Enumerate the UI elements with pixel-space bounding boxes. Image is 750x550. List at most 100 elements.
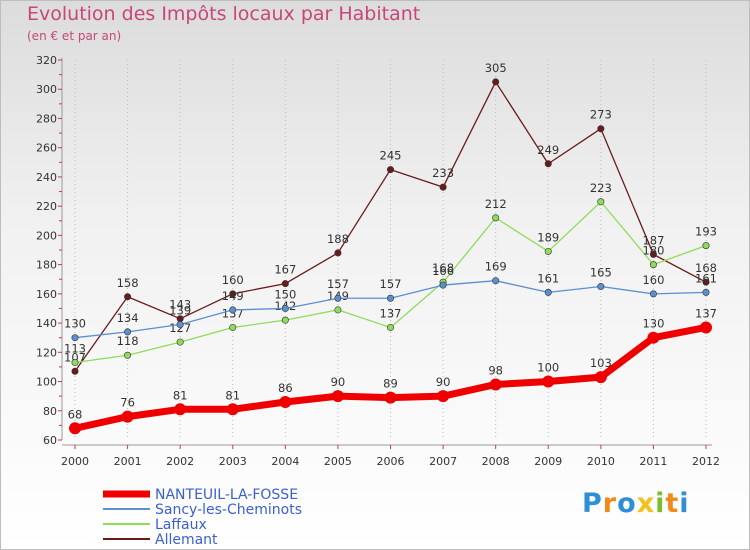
data-label: 90 [331,375,346,389]
x-tick-label: 2009 [534,455,562,468]
x-tick-label: 2008 [482,455,510,468]
data-point [700,321,712,334]
data-point [542,375,555,388]
data-label: 118 [117,334,139,348]
x-tick-label: 2007 [429,455,457,468]
data-point [594,371,607,384]
data-label: 150 [274,287,296,301]
data-point [439,281,447,289]
data-point [386,166,394,174]
x-tick-label: 2001 [114,455,142,468]
x-tick-label: 2012 [692,455,720,468]
data-point [647,331,660,344]
y-tick-label: 260 [36,142,57,155]
y-tick-label: 300 [36,83,57,96]
data-label: 160 [222,273,244,287]
legend-label: Laffaux [155,517,207,533]
data-point [702,288,710,296]
data-point [229,290,237,298]
y-tick-label: 240 [36,171,57,184]
x-tick-label: 2010 [587,455,615,468]
data-point [649,290,657,298]
data-label: 180 [642,244,664,258]
y-tick-label: 200 [36,229,57,242]
y-tick-label: 220 [36,200,57,213]
x-tick-label: 2006 [377,455,405,468]
data-point [279,396,292,408]
data-point [69,422,81,435]
data-label: 212 [485,197,507,211]
data-label: 100 [537,361,559,375]
y-tick-label: 120 [36,346,57,359]
data-label: 134 [117,311,139,325]
logo-letter: x [636,488,656,519]
data-point [229,306,237,314]
y-tick-label: 180 [36,259,57,272]
data-label: 89 [383,377,398,391]
data-label: 161 [695,271,717,285]
chart-title: Evolution des Impôts locaux par Habitant [27,3,421,25]
y-tick-label: 140 [36,317,57,330]
data-point [229,323,237,331]
chart-subtitle: (en € et par an) [27,29,122,43]
data-label: 137 [380,306,402,320]
data-point [71,359,79,367]
data-label: 169 [485,260,507,274]
data-label: 103 [590,356,612,370]
data-point [226,403,239,416]
data-point [437,390,450,403]
x-tick-label: 2004 [271,455,299,468]
data-point [124,328,132,336]
data-label: 76 [120,396,135,410]
x-tick-label: 2005 [324,455,352,468]
y-tick-label: 60 [43,434,57,447]
data-point [489,378,502,391]
logo-letter: o [617,488,637,519]
data-label: 107 [64,350,86,364]
data-label: 81 [173,388,188,402]
data-point [544,160,552,168]
logo-letter: t [665,488,680,519]
data-point [544,247,552,255]
logo-letter: P [582,488,603,519]
data-label: 113 [64,342,86,356]
data-label: 139 [169,304,191,318]
data-point [384,391,397,404]
data-point [281,280,289,288]
data-label: 245 [380,149,402,163]
data-label: 168 [432,261,454,275]
data-point [331,390,344,403]
legend-label: Sancy-les-Cheminots [155,502,302,518]
x-tick-label: 2011 [639,455,667,468]
logo-letter: r [602,488,618,519]
data-label: 273 [590,108,612,122]
data-point [492,78,500,86]
data-label: 81 [225,388,240,402]
data-label: 98 [488,363,503,377]
data-point [176,338,184,346]
data-point [176,321,184,329]
logo-letter: i [655,488,666,519]
y-tick-label: 320 [36,54,57,67]
proxiti-logo: Proxiti [582,488,690,519]
data-label: 127 [169,321,191,335]
data-label: 137 [695,306,717,320]
data-label: 90 [436,375,451,389]
data-label: 166 [432,264,454,278]
data-point [702,278,710,286]
x-tick-label: 2000 [61,455,89,468]
data-label: 249 [537,143,559,157]
data-point [281,304,289,312]
data-point [334,306,342,314]
data-point [544,288,552,296]
data-label: 68 [68,407,83,421]
data-label: 189 [537,230,559,244]
data-label: 158 [117,276,139,290]
x-tick-label: 2003 [219,455,247,468]
data-point [386,294,394,302]
data-label: 157 [327,277,349,291]
data-label: 188 [327,232,349,246]
data-label: 167 [274,263,296,277]
